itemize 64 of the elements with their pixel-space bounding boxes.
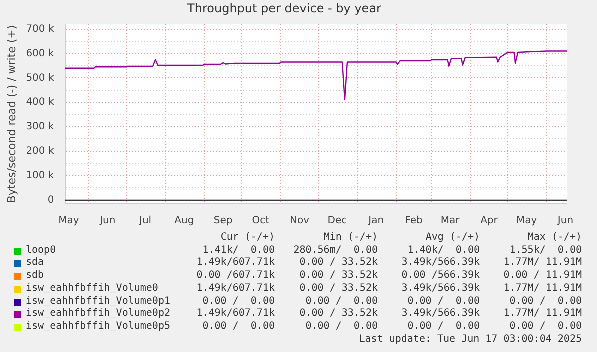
text: 0.00 / 33.52k bbox=[300, 270, 378, 282]
text: 1.49k/607.71k bbox=[196, 308, 275, 320]
text: 0.00 /607.71k bbox=[196, 270, 275, 282]
text: 1.77M/ 11.91M bbox=[504, 282, 582, 294]
text: 1.49k/607.71k bbox=[196, 282, 275, 294]
text: 1.55k/ 0.00 bbox=[510, 244, 582, 256]
text: 0.00 / 33.52k bbox=[300, 282, 378, 294]
text: 3.49k/566.39k bbox=[402, 257, 480, 268]
legend-label: sda bbox=[26, 257, 44, 268]
text: 0.00 / 0.00 bbox=[408, 320, 480, 332]
y-axis-title: Bytes/second read (-) / write (+) bbox=[5, 25, 18, 204]
text: 3.49k/566.39k bbox=[402, 308, 480, 320]
text: 0.00 / 33.52k bbox=[300, 308, 378, 320]
text: 1.49k/607.71k bbox=[196, 257, 275, 268]
x-tick-label: May bbox=[58, 216, 80, 227]
y-tick-label: 300 k bbox=[26, 122, 54, 133]
x-tick-label: Jun bbox=[556, 216, 574, 227]
x-tick-label: Jul bbox=[138, 216, 152, 227]
x-tick-label: Dec bbox=[328, 216, 348, 227]
text: 0.00 / 0.00 bbox=[202, 296, 275, 306]
text: 0.00 / 0.00 bbox=[408, 296, 480, 306]
x-tick-label: Sep bbox=[214, 216, 233, 227]
text: Max (-/+) bbox=[528, 232, 582, 243]
text: Min (-/+) bbox=[324, 232, 378, 243]
text: 0.00 / 0.00 bbox=[306, 296, 378, 306]
text: 0.00 / 0.00 bbox=[510, 296, 582, 306]
legend-label: isw_eahhfbffih_Volume0p2 bbox=[26, 308, 170, 320]
y-tick-label: 700 k bbox=[26, 24, 54, 35]
text: 280.56m/ 0.00 bbox=[294, 244, 378, 256]
legend-label: isw_eahhfbffih_Volume0 bbox=[26, 282, 158, 294]
legend-label: isw_eahhfbffih_Volume0p1 bbox=[26, 296, 170, 306]
y-tick-label: 0 bbox=[48, 194, 54, 206]
text: 0.00 / 11.91M bbox=[504, 270, 582, 282]
text: 1.77M/ 11.91M bbox=[504, 257, 582, 268]
chart-title: Throughput per device - by year bbox=[186, 1, 382, 16]
legend-label: isw_eahhfbffih_Volume0p5 bbox=[26, 320, 170, 332]
x-tick-label: Aug bbox=[174, 216, 194, 227]
legend-label: sdb bbox=[26, 270, 44, 282]
text: 0.00 / 0.00 bbox=[510, 320, 582, 332]
text: Avg (-/+) bbox=[426, 232, 480, 243]
x-tick-label: Oct bbox=[252, 216, 270, 227]
text: Cur (-/+) bbox=[220, 232, 275, 243]
text: 0.00 / 0.00 bbox=[202, 320, 275, 332]
x-tick-label: Nov bbox=[290, 216, 310, 227]
x-tick-label: Jun bbox=[99, 216, 116, 227]
text: 0.00 / 33.52k bbox=[300, 257, 378, 268]
y-tick-label: 500 k bbox=[26, 72, 54, 84]
x-tick-label: Feb bbox=[405, 216, 423, 227]
text: 1.77M/ 11.91M bbox=[504, 308, 582, 320]
text: 0.00 /566.39k bbox=[402, 270, 480, 282]
x-tick-label: Apr bbox=[480, 216, 499, 227]
text: 1.40k/ 0.00 bbox=[408, 244, 480, 256]
text: 0.00 / 0.00 bbox=[306, 320, 378, 332]
y-tick-label: 600 k bbox=[26, 48, 54, 60]
text: 1.41k/ 0.00 bbox=[202, 244, 275, 256]
y-tick-label: 100 k bbox=[26, 170, 54, 182]
legend-label: loop0 bbox=[26, 244, 56, 256]
x-tick-label: Jan bbox=[368, 216, 384, 227]
text: Last update: Tue Jun 17 03:00:04 2025 bbox=[359, 334, 582, 345]
x-tick-label: Mar bbox=[440, 216, 461, 227]
y-tick-label: 400 k bbox=[26, 97, 54, 108]
y-tick-label: 200 k bbox=[26, 146, 54, 158]
x-tick-label: May bbox=[516, 216, 538, 227]
text: 3.49k/566.39k bbox=[402, 282, 480, 294]
